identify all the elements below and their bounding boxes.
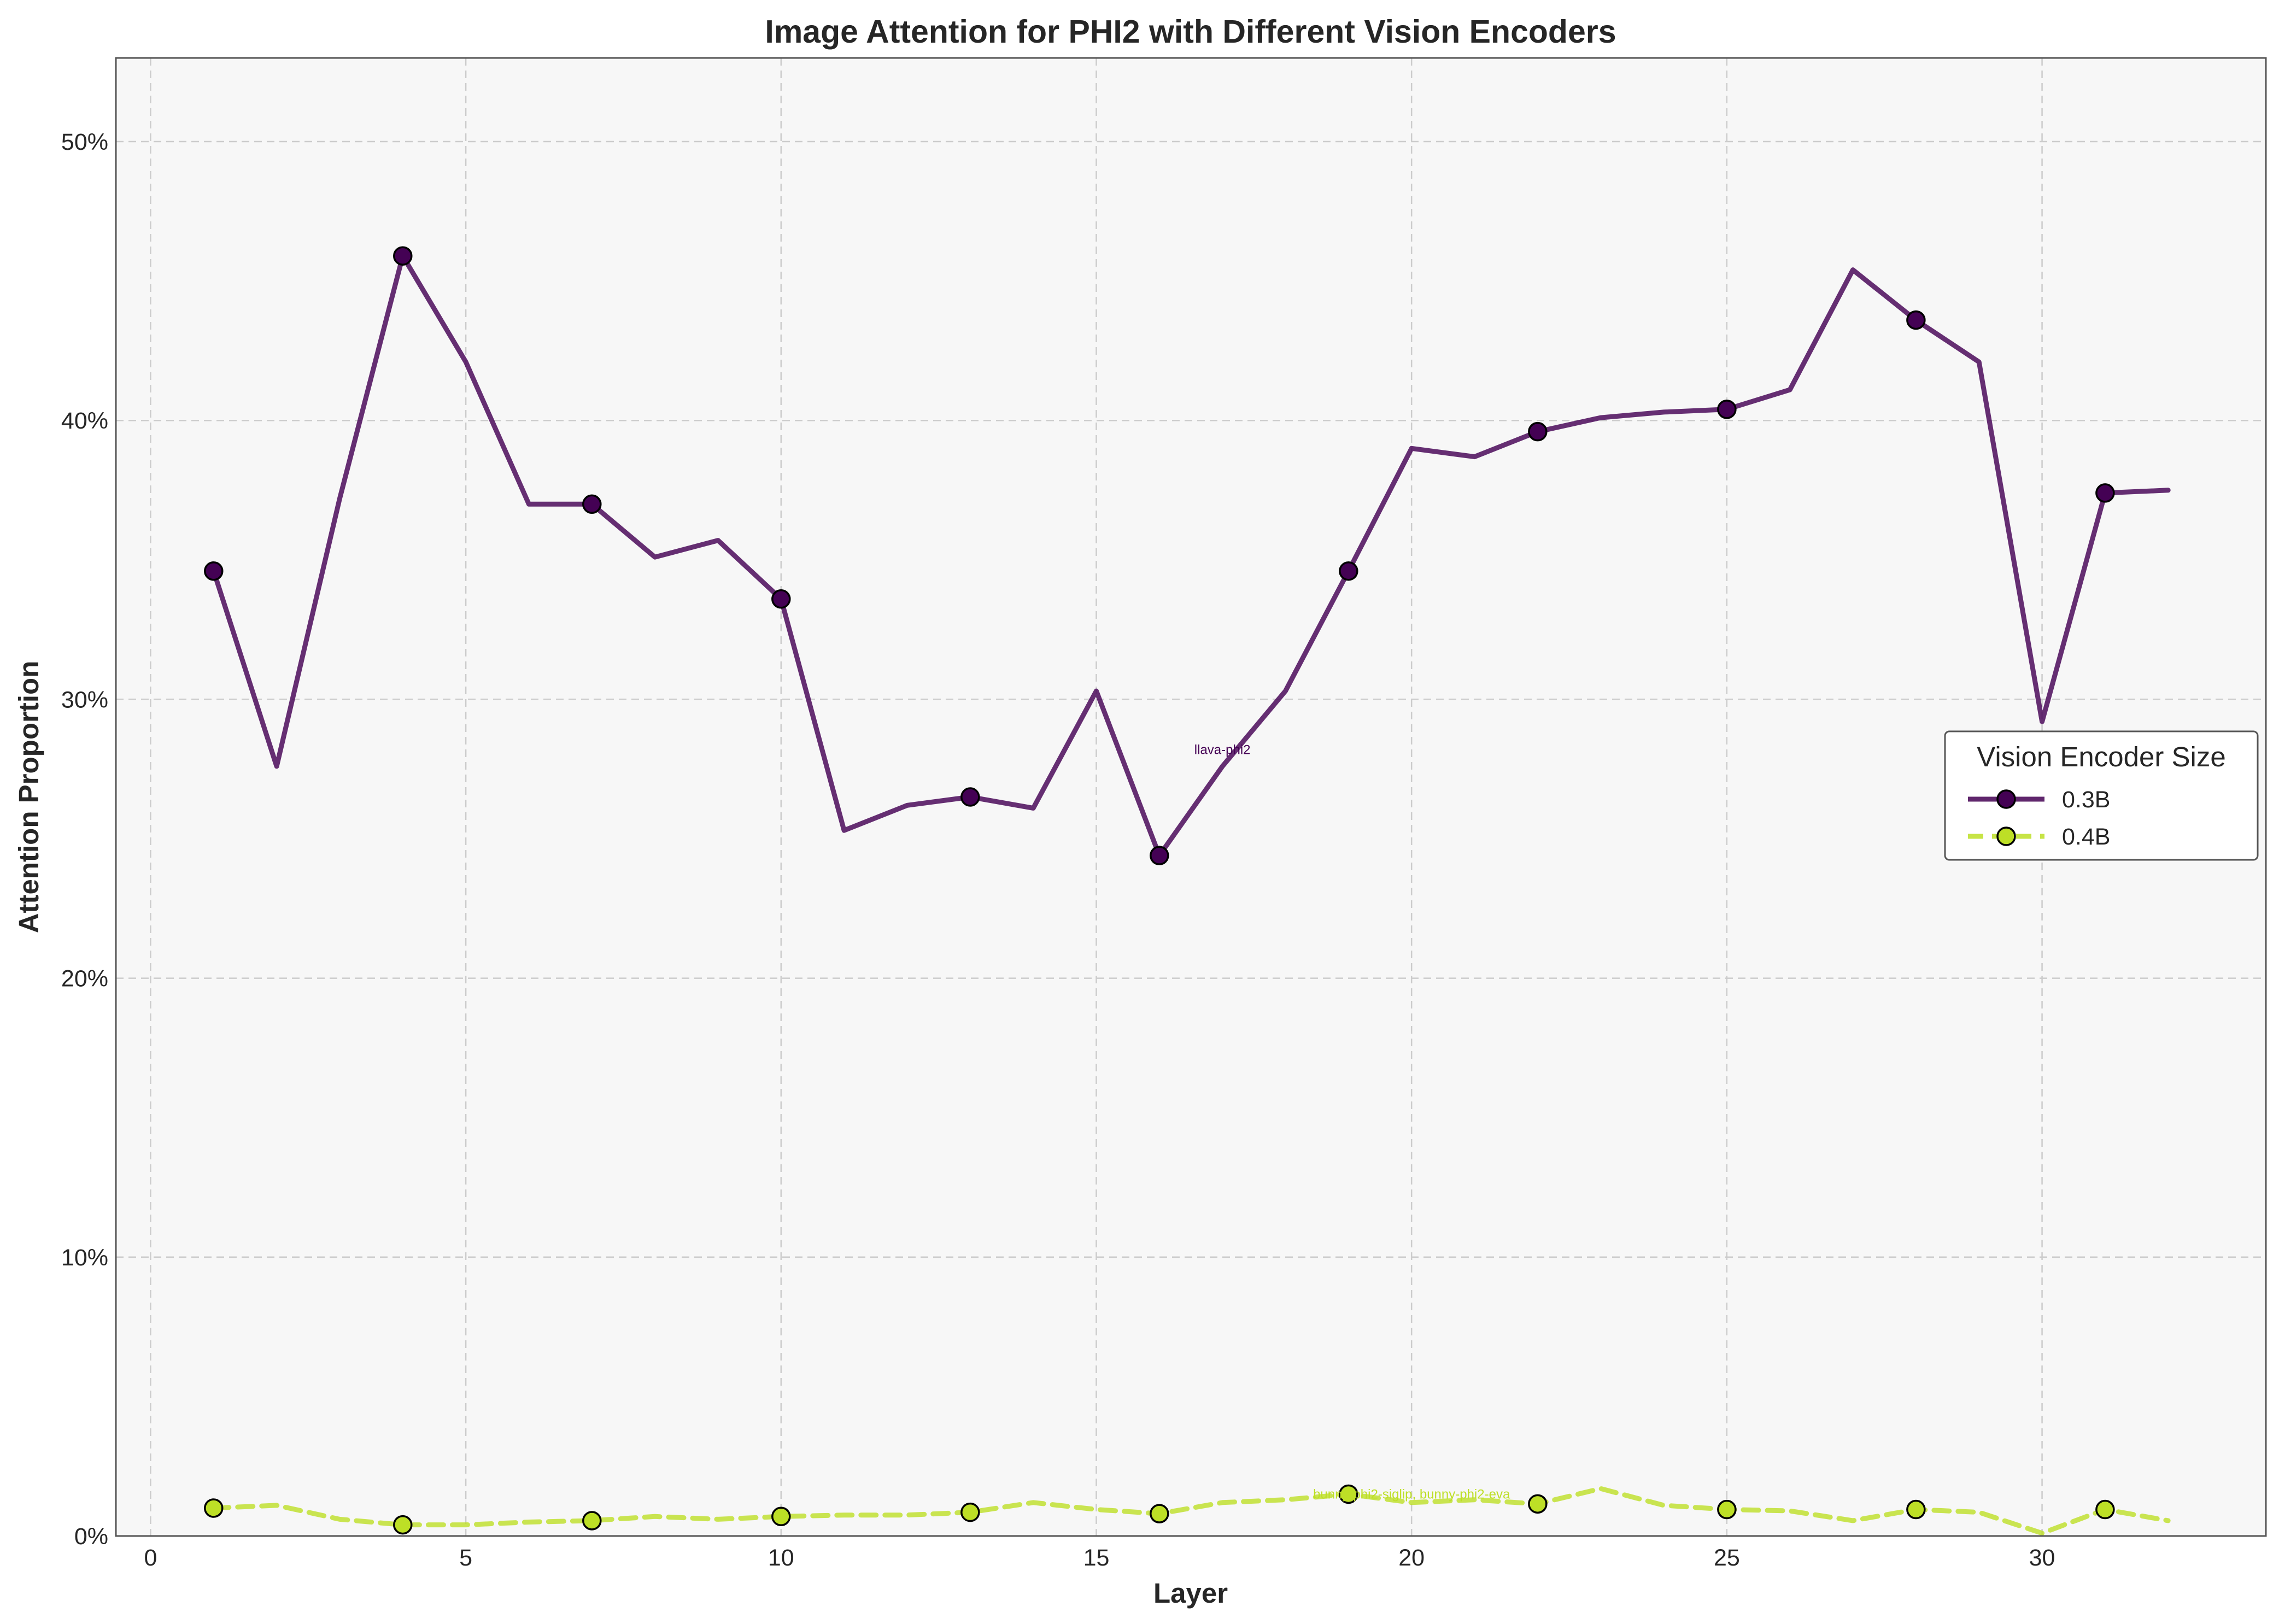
tick-layer: 0 5 10 15 20 25 30 0% 10% 20% 30% 40% 50% [61, 129, 2055, 1571]
data-point [771, 1506, 791, 1527]
legend-label: 0.3B [2062, 787, 2110, 813]
series-annotation: llava-phi2 [1194, 742, 1251, 757]
legend-entry: 0.3B [1968, 787, 2110, 813]
y-tick-label: 30% [61, 687, 108, 713]
data-point [1717, 1499, 1737, 1520]
x-tick-label: 0 [144, 1545, 157, 1571]
data-point [1339, 561, 1358, 581]
series-line [211, 253, 2171, 858]
series-annotation: bunny-phi2-siglip, bunny-phi2-eva [1313, 1487, 1510, 1502]
data-point [582, 494, 602, 514]
x-tick-label: 10 [768, 1545, 794, 1571]
data-point [204, 561, 224, 581]
data-point [582, 1511, 602, 1531]
x-tick-label: 20 [1398, 1545, 1425, 1571]
series-layer [204, 246, 2171, 1536]
data-point [1906, 1499, 1926, 1520]
data-point [1150, 1504, 1169, 1523]
legend-marker [1996, 826, 2016, 846]
data-point [960, 1502, 980, 1522]
data-point [2095, 483, 2115, 503]
series-line [211, 1486, 2171, 1536]
data-point [393, 246, 413, 266]
y-tick-label: 0% [74, 1523, 108, 1550]
x-tick-label: 5 [459, 1545, 472, 1571]
series-0.4B [204, 1484, 2171, 1536]
data-point [1528, 421, 1548, 442]
data-point [1528, 1494, 1548, 1514]
y-tick-label: 10% [61, 1245, 108, 1271]
data-point [771, 589, 791, 609]
y-tick-label: 40% [61, 408, 108, 434]
y-axis-label: Attention Proportion [13, 661, 44, 934]
data-point [1150, 846, 1169, 865]
plot-area [116, 58, 2266, 1536]
plot-frame [115, 57, 2267, 1537]
legend-marker [1996, 789, 2016, 809]
legend-entry: 0.4B [1968, 824, 2110, 850]
x-tick-label: 25 [1714, 1545, 1740, 1571]
y-tick-label: 50% [61, 129, 108, 155]
data-point [1906, 310, 1926, 330]
data-point [1717, 400, 1737, 419]
x-axis-label: Layer [1153, 1578, 1228, 1609]
annotation-layer: llava-phi2 bunny-phi2-siglip, bunny-phi2-… [1194, 742, 1510, 1502]
legend: Vision Encoder Size 0.3B 0.4B [1944, 730, 2259, 861]
legend-box [1944, 730, 2259, 861]
data-point [960, 787, 980, 807]
data-point [1339, 1484, 1358, 1504]
chart-title: Image Attention for PHI2 with Different … [765, 14, 1616, 50]
data-point [393, 1515, 413, 1535]
legend-title: Vision Encoder Size [1977, 741, 2226, 772]
y-tick-label: 20% [61, 966, 108, 992]
x-tick-label: 15 [1083, 1545, 1110, 1571]
legend-label: 0.4B [2062, 824, 2110, 850]
series-0.3B [204, 246, 2171, 865]
data-point [2095, 1499, 2115, 1520]
data-point [204, 1498, 224, 1518]
x-tick-label: 30 [2029, 1545, 2055, 1571]
